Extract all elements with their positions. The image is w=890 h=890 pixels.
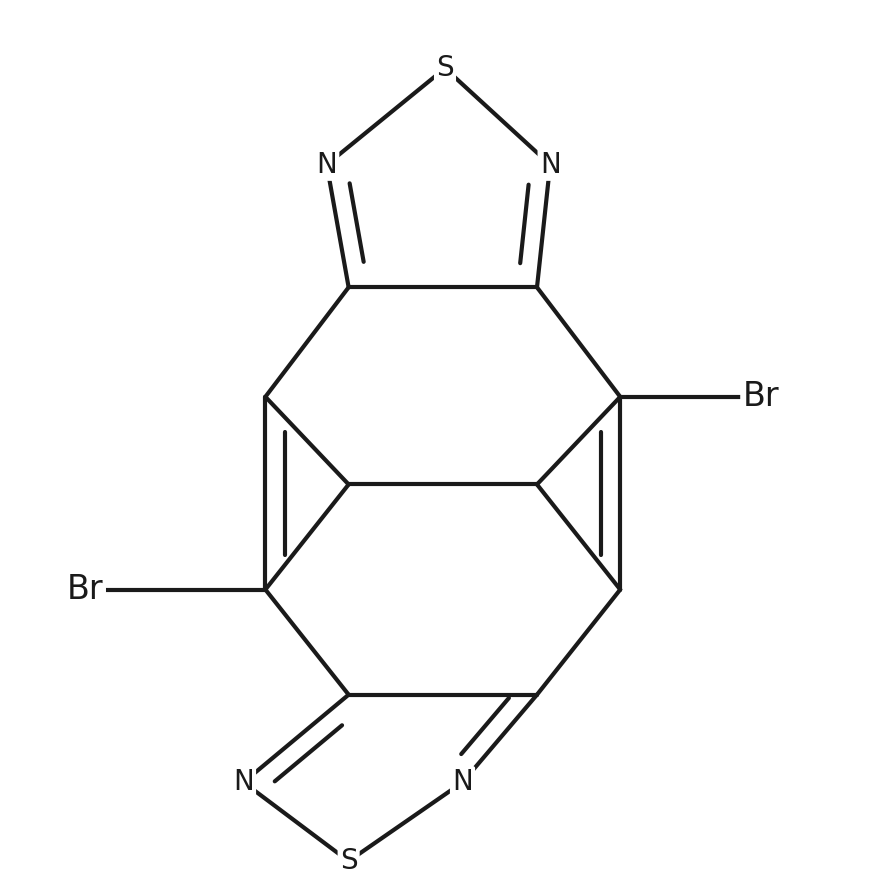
Text: N: N [316,150,337,179]
Text: Br: Br [743,380,780,413]
Text: N: N [452,768,473,797]
Text: Br: Br [67,573,103,606]
Text: N: N [233,768,254,797]
Text: S: S [436,54,454,82]
Text: N: N [539,150,561,179]
Text: S: S [340,847,358,875]
